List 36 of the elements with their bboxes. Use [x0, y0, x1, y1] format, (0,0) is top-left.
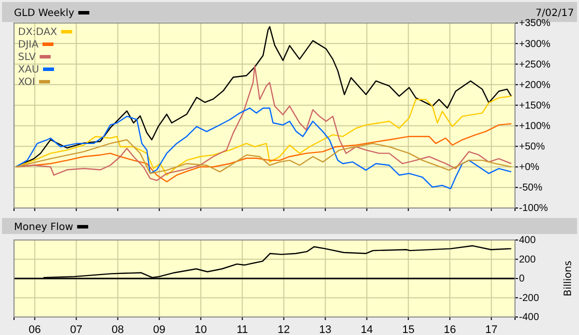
x-tick-label: 13 — [319, 324, 332, 335]
legend-label: DJIA — [18, 40, 39, 50]
x-tick-label: 14 — [360, 324, 373, 335]
x-tick-label: 12 — [278, 324, 290, 335]
y-tick-label: +250% — [519, 59, 551, 70]
x-tick-label: 07 — [70, 324, 82, 335]
x-tick-label: 09 — [153, 324, 166, 335]
legend-label: GLD Weekly — [14, 8, 74, 19]
legend-label: DX:DAX — [18, 27, 58, 38]
y-tick-label: +100% — [519, 120, 551, 132]
y-tick-label: +0% — [519, 162, 540, 174]
legend-label: SLV — [18, 52, 36, 63]
y-tick-label: +300% — [519, 38, 551, 50]
y-tick-label: 0 — [519, 274, 525, 285]
text: 7/02/17 — [535, 8, 574, 19]
legend-label: Money Flow — [14, 222, 74, 233]
y-tick-label: 200 — [519, 254, 536, 266]
y-tick-label: -200 — [519, 292, 540, 304]
y-tick-label: +50% — [519, 142, 545, 153]
y-tick-label: +350% — [519, 18, 551, 30]
x-tick-label: 10 — [194, 324, 207, 335]
x-tick-label: 11 — [236, 324, 248, 335]
x-tick-label: 08 — [112, 324, 124, 335]
x-tick-label: 06 — [28, 324, 41, 335]
legend-label: XOI — [18, 77, 36, 88]
x-tick-label: 15 — [402, 324, 414, 335]
y-tick-label: +200% — [519, 80, 551, 91]
y-tick-label: -100% — [519, 203, 548, 214]
y-tick-label: -400 — [519, 312, 540, 324]
x-tick-label: 17 — [485, 324, 498, 335]
x-tick-label: 16 — [444, 324, 456, 335]
y-tick-label: +150% — [519, 100, 551, 112]
y-tick-label: 400 — [519, 235, 536, 246]
y-axis-title: Billions — [563, 260, 574, 296]
y-tick-label: -50% — [519, 182, 542, 194]
legend-label: XAU — [18, 64, 40, 76]
